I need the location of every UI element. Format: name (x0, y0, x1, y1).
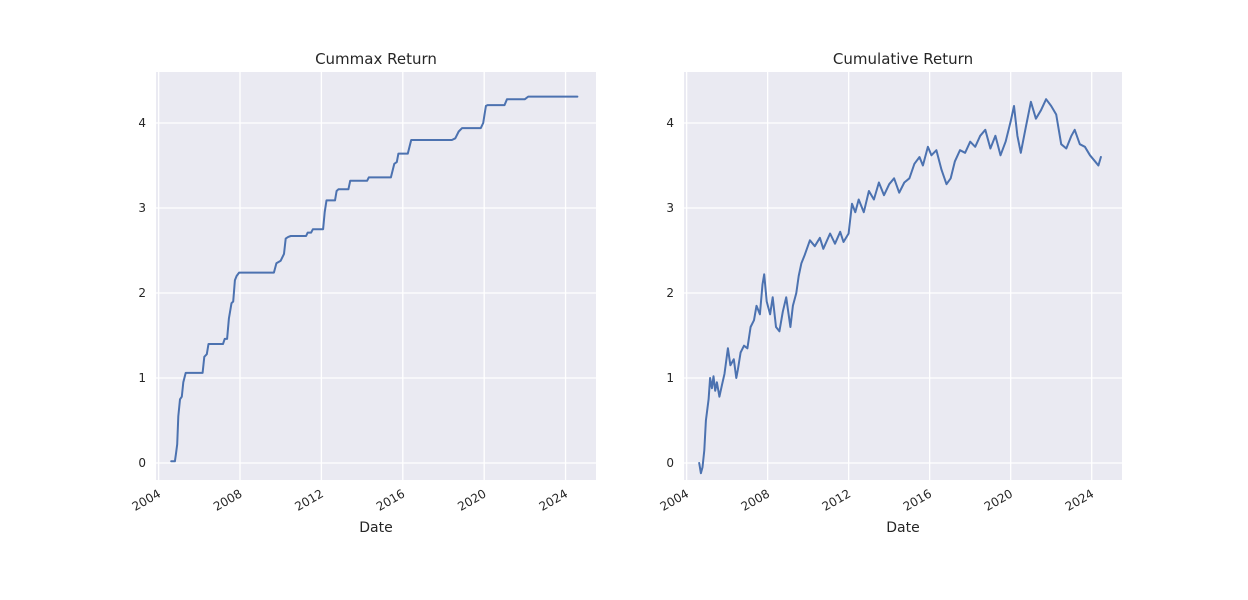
y-tick-label: 3 (138, 201, 146, 215)
plot-area (684, 72, 1122, 480)
cumulative-return-panel: Cumulative Return Date 0 1 2 3 4 2004 2008 2012… (658, 50, 1122, 536)
y-tick-label: 0 (138, 456, 146, 470)
x-tick-label: 2004 (658, 486, 691, 513)
panel-title: Cumulative Return (833, 50, 973, 68)
x-tick-label: 2024 (1063, 486, 1096, 513)
y-tick-label: 1 (666, 371, 674, 385)
y-tick-label: 4 (666, 116, 674, 130)
y-tick-label: 0 (666, 456, 674, 470)
y-tick-label: 2 (138, 286, 146, 300)
y-tick-label: 1 (138, 371, 146, 385)
x-tick-label: 2016 (374, 486, 407, 513)
x-tick-label: 2004 (130, 486, 163, 513)
cummax-return-panel: Cummax Return Date 0 1 2 3 4 2004 2008 2012 2016… (130, 50, 596, 536)
x-axis-label: Date (886, 520, 919, 536)
y-tick-label: 4 (138, 116, 146, 130)
panel-title: Cummax Return (315, 50, 437, 68)
x-tick-label: 2012 (820, 486, 853, 513)
x-tick-label: 2020 (455, 486, 488, 513)
x-tick-label: 2020 (982, 486, 1015, 513)
x-tick-label: 2016 (901, 486, 934, 513)
series-line (170, 95, 579, 463)
y-tick-label: 2 (666, 286, 674, 300)
plot-area (156, 72, 596, 480)
x-axis-label: Date (359, 520, 392, 536)
series-line (698, 98, 1102, 475)
x-tick-label: 2012 (292, 486, 325, 513)
x-tick-label: 2008 (739, 486, 772, 513)
y-tick-label: 3 (666, 201, 674, 215)
x-tick-label: 2008 (211, 486, 244, 513)
x-tick-label: 2024 (537, 486, 570, 513)
